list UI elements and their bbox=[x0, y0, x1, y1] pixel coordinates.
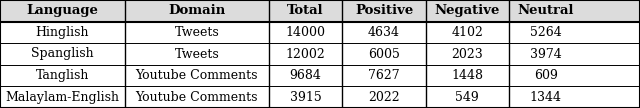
Text: 3915: 3915 bbox=[290, 91, 321, 104]
Text: 1448: 1448 bbox=[451, 69, 483, 82]
Text: Malaylam-English: Malaylam-English bbox=[5, 91, 120, 104]
Text: 7627: 7627 bbox=[368, 69, 400, 82]
Text: 1344: 1344 bbox=[530, 91, 562, 104]
Text: 2023: 2023 bbox=[451, 48, 483, 60]
Text: 12002: 12002 bbox=[285, 48, 326, 60]
Text: Total: Total bbox=[287, 4, 324, 17]
Text: Negative: Negative bbox=[435, 4, 500, 17]
Text: 609: 609 bbox=[534, 69, 557, 82]
Text: 14000: 14000 bbox=[285, 26, 326, 39]
Text: Positive: Positive bbox=[355, 4, 413, 17]
Text: 5264: 5264 bbox=[530, 26, 561, 39]
Text: 9684: 9684 bbox=[290, 69, 321, 82]
Text: Youtube Comments: Youtube Comments bbox=[136, 69, 258, 82]
Text: Language: Language bbox=[26, 4, 99, 17]
Text: 549: 549 bbox=[455, 91, 479, 104]
Text: Domain: Domain bbox=[168, 4, 225, 17]
Text: 2022: 2022 bbox=[368, 91, 400, 104]
Text: 4634: 4634 bbox=[368, 26, 400, 39]
Text: Tweets: Tweets bbox=[175, 48, 219, 60]
Text: Tanglish: Tanglish bbox=[36, 69, 89, 82]
Text: 3974: 3974 bbox=[530, 48, 561, 60]
Text: Tweets: Tweets bbox=[175, 26, 219, 39]
Text: Spanglish: Spanglish bbox=[31, 48, 93, 60]
Text: Hinglish: Hinglish bbox=[36, 26, 89, 39]
Bar bbox=[0, 0, 640, 22]
Text: Neutral: Neutral bbox=[517, 4, 574, 17]
Text: Youtube Comments: Youtube Comments bbox=[136, 91, 258, 104]
Text: 4102: 4102 bbox=[451, 26, 483, 39]
Text: 6005: 6005 bbox=[368, 48, 400, 60]
